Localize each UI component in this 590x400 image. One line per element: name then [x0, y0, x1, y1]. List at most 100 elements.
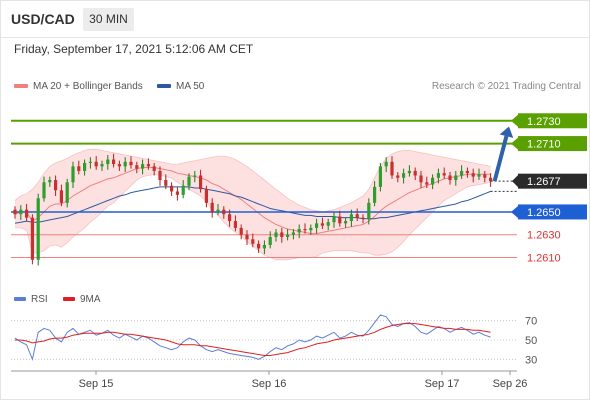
candle-body	[332, 216, 336, 223]
candle-body	[326, 222, 330, 226]
candle-body	[315, 223, 319, 228]
rsi-series-9ma	[15, 323, 491, 356]
candle-body	[373, 186, 377, 203]
candle-body	[187, 176, 191, 186]
candle-body	[170, 185, 174, 192]
candle-body	[471, 173, 475, 177]
candle-body	[338, 216, 342, 224]
rsi-tick-label: 50	[525, 335, 537, 347]
x-axis-tick-label: Sep 16	[252, 378, 287, 390]
x-axis-tick-label: Sep 26	[493, 378, 528, 390]
candle-body	[83, 162, 87, 171]
candle-body	[419, 175, 423, 183]
candle-body	[71, 166, 75, 183]
x-axis-tick-label: Sep 15	[79, 378, 114, 390]
candle-body	[152, 166, 156, 171]
copyright-text: Research © 2021 Trading Central	[431, 81, 581, 92]
candle-body	[303, 229, 307, 231]
candle-body	[378, 166, 382, 187]
candle-body	[77, 166, 81, 171]
candle-body	[123, 161, 127, 167]
current-price-pointer	[512, 175, 518, 188]
ma9-swatch	[63, 297, 75, 302]
candle-body	[367, 202, 371, 219]
candle-body	[112, 159, 116, 165]
candle-body	[442, 173, 446, 176]
candle-body	[460, 170, 464, 176]
candle-body	[19, 209, 23, 215]
candle-body	[100, 164, 104, 167]
candle-body	[390, 161, 394, 176]
candle-body	[222, 209, 226, 215]
candle-body	[204, 189, 208, 203]
candle-body	[59, 190, 63, 203]
candle-body	[477, 174, 481, 177]
candle-body	[193, 175, 197, 177]
timestamp: Friday, September 17, 2021 5:12:06 AM CE…	[14, 42, 254, 56]
candle-body	[175, 191, 179, 195]
ma20-line	[14, 167, 491, 235]
bb-upper-line	[14, 148, 491, 213]
level-label: 1.2730	[527, 116, 561, 128]
candle-body	[13, 209, 17, 215]
candle-body	[30, 217, 34, 260]
candle-body	[320, 223, 324, 226]
candle-body	[141, 164, 145, 169]
level-label-box	[518, 204, 587, 220]
candle-body	[344, 221, 348, 224]
candle-body	[465, 170, 469, 174]
target-arrow-shaft	[492, 135, 509, 182]
candle-body	[274, 232, 278, 238]
level-label-pointer	[511, 137, 518, 150]
candle-body	[262, 244, 266, 249]
level-label: 1.2650	[527, 207, 561, 219]
candle-body	[158, 170, 162, 181]
candle-body	[88, 161, 92, 163]
rsi-tick-label: 70	[525, 316, 537, 328]
candle-body	[384, 161, 388, 167]
candle-body	[239, 227, 243, 235]
x-axis-tick-label: Sep 17	[425, 378, 460, 390]
ma50-line	[14, 186, 491, 224]
candle-body	[407, 170, 411, 174]
rsi-label: RSI	[31, 294, 48, 305]
candle-body	[210, 202, 214, 212]
candle-body	[349, 214, 353, 222]
candle-body	[65, 182, 69, 203]
legend-ma20: MA 20 + Bollinger Bands	[14, 81, 143, 92]
candle-body	[54, 180, 58, 191]
candle-body	[48, 180, 52, 183]
candle-body	[257, 243, 261, 249]
candle-body	[228, 214, 232, 222]
current-price-label: 1.2677	[527, 176, 561, 188]
candle-body	[483, 174, 487, 178]
candle-body	[489, 177, 493, 182]
level-label-box	[518, 136, 587, 152]
candle-body	[291, 232, 295, 235]
interval-button[interactable]: 30 MIN	[83, 8, 134, 31]
candle-body	[146, 164, 150, 167]
candle-body	[413, 170, 417, 176]
candle-body	[135, 165, 139, 169]
candle-body	[448, 175, 452, 181]
current-price-box	[518, 173, 587, 189]
candle-body	[402, 173, 406, 178]
rsi-tick-label: 30	[525, 354, 537, 366]
candle-body	[106, 159, 110, 165]
candle-body	[286, 234, 290, 238]
candle-body	[396, 175, 400, 178]
level-label: 1.2710	[527, 139, 561, 151]
ma50-label: MA 50	[176, 81, 205, 92]
candle-body	[425, 182, 429, 185]
candle-body	[164, 180, 168, 186]
candle-body	[42, 182, 46, 199]
candle-body	[431, 177, 435, 185]
candle-body	[297, 229, 301, 233]
level-label-box	[518, 113, 587, 129]
candle-body	[36, 198, 40, 260]
candle-body	[216, 209, 220, 212]
candle-body	[454, 175, 458, 181]
level-label: 1.2610	[527, 253, 561, 265]
candle-body	[268, 237, 272, 245]
level-label-pointer	[511, 205, 518, 218]
